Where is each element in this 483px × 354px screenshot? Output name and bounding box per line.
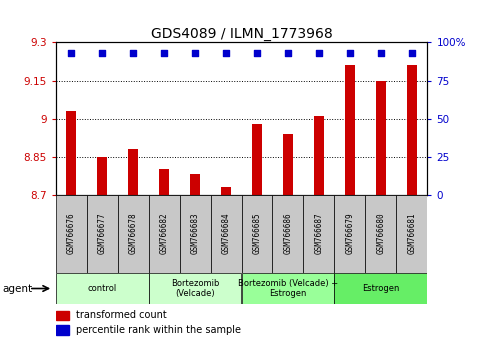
Bar (66, 111, 76, 195)
Text: agent: agent (2, 284, 32, 293)
Bar (211, 195, 242, 273)
Text: GSM766679: GSM766679 (345, 213, 355, 255)
Text: GSM766677: GSM766677 (98, 213, 107, 255)
Point (315, 50, 323, 56)
Text: Estrogen: Estrogen (362, 284, 399, 293)
Text: transformed count: transformed count (76, 310, 167, 320)
Point (346, 50, 354, 56)
Bar (56, 311, 69, 320)
Text: GSM766682: GSM766682 (159, 213, 169, 255)
Bar (190, 175, 200, 195)
Point (253, 50, 261, 56)
Title: GDS4089 / ILMN_1773968: GDS4089 / ILMN_1773968 (151, 28, 332, 41)
Point (129, 50, 137, 56)
Text: GSM766680: GSM766680 (376, 213, 385, 255)
Bar (242, 195, 272, 273)
Bar (56, 325, 69, 335)
Point (191, 50, 199, 56)
Point (377, 50, 385, 56)
Text: Bortezomib (Velcade) +
Estrogen: Bortezomib (Velcade) + Estrogen (238, 279, 338, 298)
Bar (149, 195, 180, 273)
Text: GSM766678: GSM766678 (128, 213, 138, 255)
Text: control: control (87, 284, 117, 293)
Bar (272, 195, 303, 273)
Bar (334, 195, 366, 273)
Text: Bortezomib
(Velcade): Bortezomib (Velcade) (171, 279, 219, 298)
Text: GSM766676: GSM766676 (67, 213, 75, 255)
Point (98, 50, 106, 56)
Bar (334, 273, 427, 304)
Bar (149, 273, 242, 304)
Bar (313, 116, 325, 195)
Point (160, 50, 168, 56)
Bar (56, 195, 86, 273)
Bar (303, 195, 334, 273)
Text: GSM766686: GSM766686 (284, 213, 293, 255)
Bar (397, 195, 427, 273)
Bar (252, 124, 262, 195)
Text: GSM766684: GSM766684 (222, 213, 230, 255)
Text: percentile rank within the sample: percentile rank within the sample (76, 325, 241, 335)
Bar (180, 195, 211, 273)
Bar (86, 195, 117, 273)
Bar (376, 81, 386, 195)
Text: GSM766685: GSM766685 (253, 213, 261, 255)
Bar (56, 273, 149, 304)
Point (222, 50, 230, 56)
Bar (283, 134, 293, 195)
Bar (366, 195, 397, 273)
Text: GSM766681: GSM766681 (408, 213, 416, 255)
Point (284, 50, 292, 56)
Bar (344, 65, 355, 195)
Bar (97, 157, 107, 195)
Bar (117, 195, 149, 273)
Bar (242, 273, 334, 304)
Point (67, 50, 75, 56)
Point (408, 50, 416, 56)
Bar (158, 169, 170, 195)
Bar (221, 187, 231, 195)
Text: GSM766687: GSM766687 (314, 213, 324, 255)
Bar (407, 65, 417, 195)
Text: GSM766683: GSM766683 (190, 213, 199, 255)
Bar (128, 149, 139, 195)
